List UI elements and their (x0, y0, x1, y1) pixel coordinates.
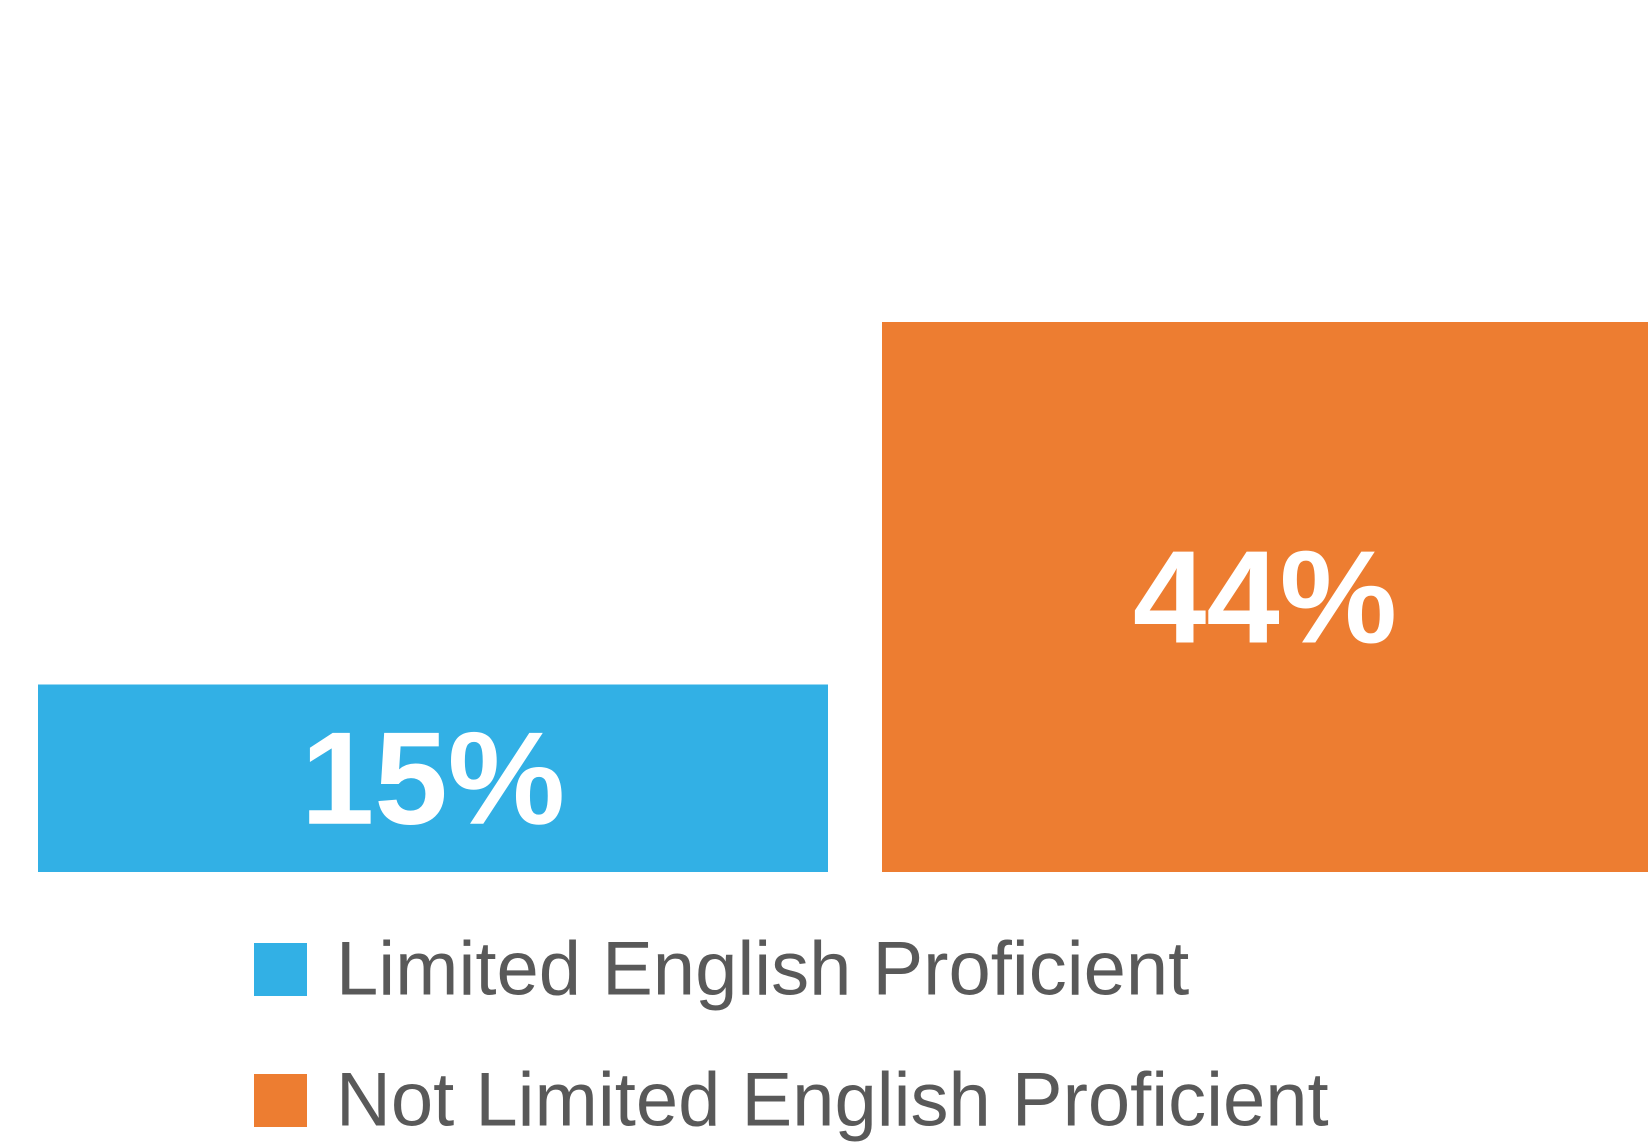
bar (882, 322, 1648, 872)
bar (38, 684, 828, 872)
legend-label: Limited English Proficient (336, 927, 1189, 1012)
legend-swatch (254, 1074, 307, 1127)
value-label: 15% (301, 705, 565, 852)
legend-swatch (254, 943, 307, 996)
legend-label: Not Limited English Proficient (336, 1058, 1329, 1143)
value-label: 44% (1133, 524, 1397, 671)
